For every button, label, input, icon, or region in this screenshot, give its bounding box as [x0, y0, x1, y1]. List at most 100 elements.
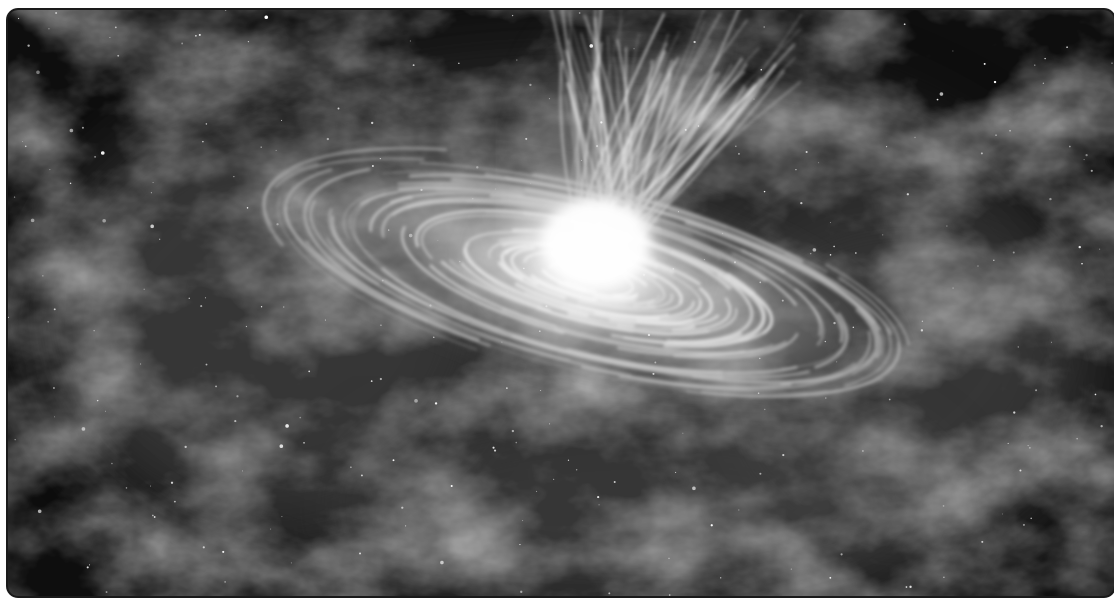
disk-streak	[511, 334, 810, 379]
disk-streak	[353, 192, 500, 331]
star	[433, 336, 435, 339]
star	[326, 137, 330, 141]
star	[1050, 341, 1052, 343]
star	[111, 462, 113, 465]
star	[170, 481, 174, 484]
disk-streak	[274, 157, 425, 189]
star	[790, 568, 792, 570]
star	[738, 509, 740, 511]
star	[414, 399, 418, 403]
star	[285, 424, 289, 428]
disk-streak	[692, 308, 878, 384]
star	[597, 495, 600, 499]
star	[522, 520, 524, 522]
star	[205, 123, 208, 125]
star	[812, 248, 817, 252]
star	[540, 390, 542, 391]
star	[49, 169, 51, 171]
star	[359, 552, 361, 555]
star	[516, 59, 518, 61]
star	[952, 50, 954, 52]
star	[519, 543, 521, 546]
star	[202, 140, 204, 143]
star	[710, 524, 713, 527]
star	[96, 399, 99, 402]
star	[88, 564, 91, 566]
star	[81, 126, 84, 129]
star	[246, 207, 249, 209]
star	[980, 152, 983, 155]
disk-streak	[784, 253, 885, 356]
star	[69, 128, 74, 133]
star	[114, 26, 117, 29]
star	[8, 316, 10, 319]
star	[1001, 513, 1003, 515]
star	[205, 363, 208, 366]
star	[22, 141, 24, 142]
star	[14, 438, 16, 441]
star	[1076, 437, 1078, 440]
disk-streak	[668, 209, 880, 375]
star	[952, 287, 954, 289]
disk-streak	[618, 330, 872, 391]
disk-streak	[843, 328, 892, 387]
star	[458, 62, 460, 65]
star	[412, 64, 415, 67]
star	[100, 151, 105, 155]
star	[829, 254, 832, 256]
star	[370, 121, 374, 125]
accretion-disk-illustration	[8, 10, 1114, 596]
star	[264, 15, 269, 20]
star	[753, 98, 755, 100]
star	[536, 490, 538, 492]
disk-streak	[741, 249, 844, 344]
star	[222, 550, 225, 553]
star	[30, 218, 35, 223]
star	[150, 224, 154, 229]
star	[829, 576, 832, 579]
star	[105, 410, 107, 412]
star	[1027, 445, 1029, 447]
star	[1034, 64, 1036, 66]
star	[1029, 447, 1031, 449]
star	[54, 416, 56, 418]
star	[450, 484, 453, 487]
star	[492, 446, 495, 449]
star	[946, 225, 948, 227]
star	[37, 509, 42, 514]
star	[152, 514, 154, 517]
star	[245, 325, 248, 328]
star	[153, 516, 156, 518]
star	[1007, 442, 1009, 445]
star	[1049, 197, 1052, 201]
star	[27, 44, 30, 47]
star	[1078, 245, 1081, 249]
disk-streak	[309, 199, 380, 286]
star	[299, 416, 302, 419]
star	[549, 423, 551, 425]
disk-streak	[581, 365, 792, 389]
star	[224, 10, 227, 11]
star	[1111, 62, 1113, 64]
star	[833, 245, 835, 248]
star	[795, 169, 797, 171]
disk-streak	[326, 237, 571, 362]
star	[81, 427, 86, 431]
star	[1013, 411, 1016, 414]
star	[281, 516, 283, 518]
star	[102, 218, 106, 223]
star	[440, 560, 444, 565]
star	[409, 40, 411, 42]
star	[1069, 145, 1071, 148]
star	[782, 453, 785, 457]
disk-streak	[673, 333, 799, 359]
star	[93, 330, 95, 332]
star	[53, 308, 56, 311]
star	[920, 329, 924, 332]
star	[42, 275, 44, 277]
disk-streak	[369, 195, 413, 233]
star	[36, 70, 40, 75]
star	[737, 152, 740, 155]
disk-streak	[305, 240, 491, 347]
star	[283, 306, 285, 308]
